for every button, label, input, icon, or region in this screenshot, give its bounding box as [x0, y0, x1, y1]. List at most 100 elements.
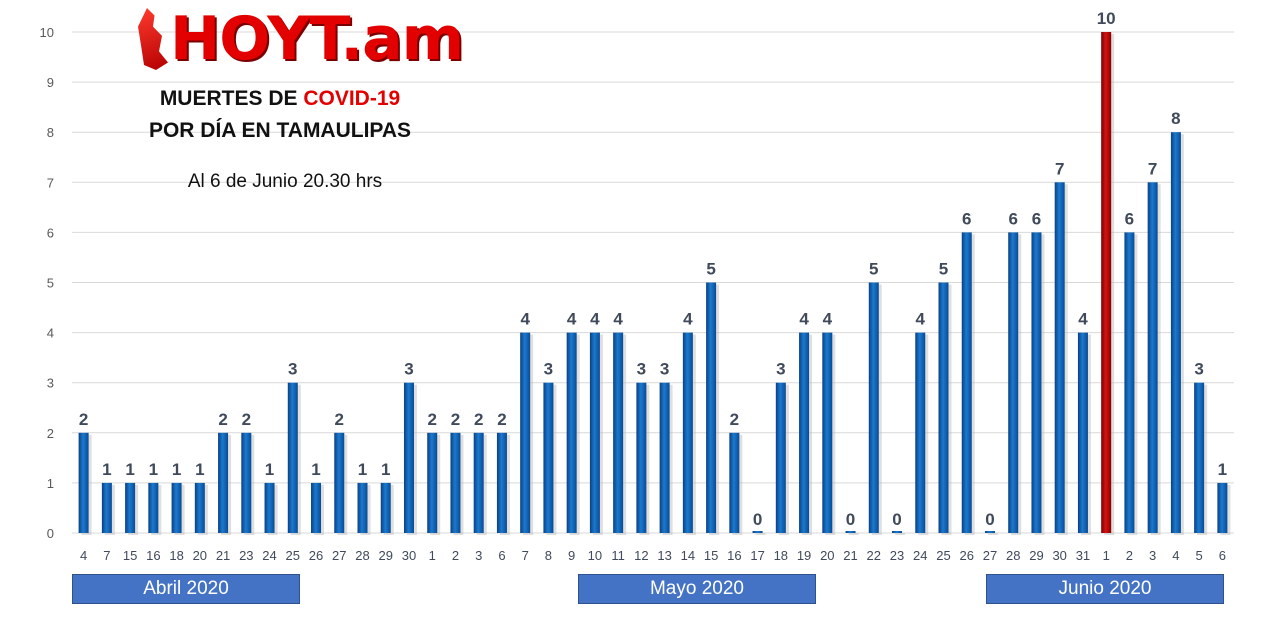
- bar: [473, 432, 484, 533]
- data-label: 7: [1055, 159, 1064, 178]
- bar: [450, 432, 461, 533]
- data-label: 0: [846, 510, 855, 529]
- x-tick-label: 18: [169, 548, 183, 563]
- logo-text: HOYT.am: [170, 4, 464, 74]
- data-label: 6: [1032, 209, 1041, 228]
- data-label: 4: [683, 310, 693, 329]
- bar: [334, 432, 345, 533]
- bar-shadow: [755, 533, 766, 535]
- data-label: 4: [590, 310, 600, 329]
- bar: [892, 531, 903, 533]
- x-tick-label: 13: [657, 548, 671, 563]
- x-tick-label: 17: [750, 548, 764, 563]
- bar: [775, 382, 786, 533]
- data-label: 2: [730, 410, 739, 429]
- x-tick-label: 23: [890, 548, 904, 563]
- bar: [125, 482, 136, 533]
- data-label: 10: [1097, 9, 1116, 28]
- month-label-april: Abril 2020: [72, 574, 300, 604]
- data-label: 6: [1008, 209, 1017, 228]
- x-tick-label: 6: [1219, 548, 1226, 563]
- bar: [659, 382, 670, 533]
- bar-highlight: [1101, 32, 1112, 533]
- x-tick-label: 6: [498, 548, 505, 563]
- y-tick-label: 8: [47, 125, 54, 140]
- x-tick-label: 15: [123, 548, 137, 563]
- data-label: 1: [311, 460, 320, 479]
- bar: [427, 432, 438, 533]
- bar: [845, 531, 856, 533]
- x-tick-label: 3: [1149, 548, 1156, 563]
- x-tick-label: 27: [332, 548, 346, 563]
- bar: [287, 382, 298, 533]
- x-tick-label: 11: [611, 548, 625, 563]
- x-tick-label: 30: [402, 548, 416, 563]
- data-label: 3: [288, 360, 297, 379]
- x-tick-label: 30: [1052, 548, 1066, 563]
- bar: [1077, 332, 1088, 533]
- bar: [682, 332, 693, 533]
- x-tick-label: 24: [913, 548, 927, 563]
- data-label: 2: [218, 410, 227, 429]
- x-tick-label: 4: [1172, 548, 1179, 563]
- x-tick-label: 23: [239, 548, 253, 563]
- x-tick-label: 10: [588, 548, 602, 563]
- data-label: 4: [613, 310, 623, 329]
- data-label: 1: [381, 460, 390, 479]
- bar: [706, 282, 717, 533]
- bar: [613, 332, 624, 533]
- data-label: 1: [149, 460, 158, 479]
- data-label: 3: [544, 360, 553, 379]
- bar: [311, 482, 322, 533]
- data-label: 1: [358, 460, 367, 479]
- title-prefix: MUERTES DE: [159, 87, 304, 110]
- x-tick-label: 1: [429, 548, 436, 563]
- data-label: 1: [1218, 460, 1227, 479]
- x-tick-label: 1: [1103, 548, 1110, 563]
- data-label: 2: [79, 410, 88, 429]
- data-label: 4: [916, 310, 926, 329]
- data-label: 4: [520, 310, 530, 329]
- y-tick-label: 0: [47, 526, 54, 541]
- bar: [496, 432, 507, 533]
- bar: [589, 332, 600, 533]
- title-highlight: COVID-19: [303, 87, 401, 110]
- data-label: 1: [125, 460, 134, 479]
- x-tick-label: 15: [704, 548, 718, 563]
- data-label: 4: [799, 310, 809, 329]
- x-tick-label: 12: [634, 548, 648, 563]
- y-tick-label: 5: [47, 276, 54, 291]
- y-tick-label: 2: [47, 426, 54, 441]
- bar: [752, 531, 763, 533]
- x-tick-label: 7: [522, 548, 529, 563]
- bar: [961, 232, 972, 533]
- bar: [543, 382, 554, 533]
- bar: [1054, 182, 1065, 534]
- data-label: 3: [776, 360, 785, 379]
- bar: [218, 432, 229, 533]
- x-tick-label: 14: [681, 548, 695, 563]
- bar: [380, 482, 391, 533]
- data-label: 5: [706, 260, 715, 279]
- bar: [1194, 382, 1205, 533]
- data-label: 2: [474, 410, 483, 429]
- x-tick-label: 9: [568, 548, 575, 563]
- bar: [78, 432, 89, 533]
- x-tick-label: 3: [475, 548, 482, 563]
- x-tick-label: 26: [309, 548, 323, 563]
- x-tick-label: 8: [545, 548, 552, 563]
- x-tick-label: 24: [262, 548, 276, 563]
- data-label: 3: [660, 360, 669, 379]
- month-label-june: Junio 2020: [986, 574, 1224, 604]
- data-label: 2: [335, 410, 344, 429]
- y-tick-label: 7: [47, 175, 54, 190]
- data-label: 6: [962, 209, 971, 228]
- bar-shadow: [848, 533, 859, 535]
- x-tick-label: 5: [1196, 548, 1203, 563]
- bar: [148, 482, 159, 533]
- data-label: 2: [497, 410, 506, 429]
- x-tick-label: 2: [1126, 548, 1133, 563]
- bar: [1124, 232, 1135, 533]
- data-label: 2: [242, 410, 251, 429]
